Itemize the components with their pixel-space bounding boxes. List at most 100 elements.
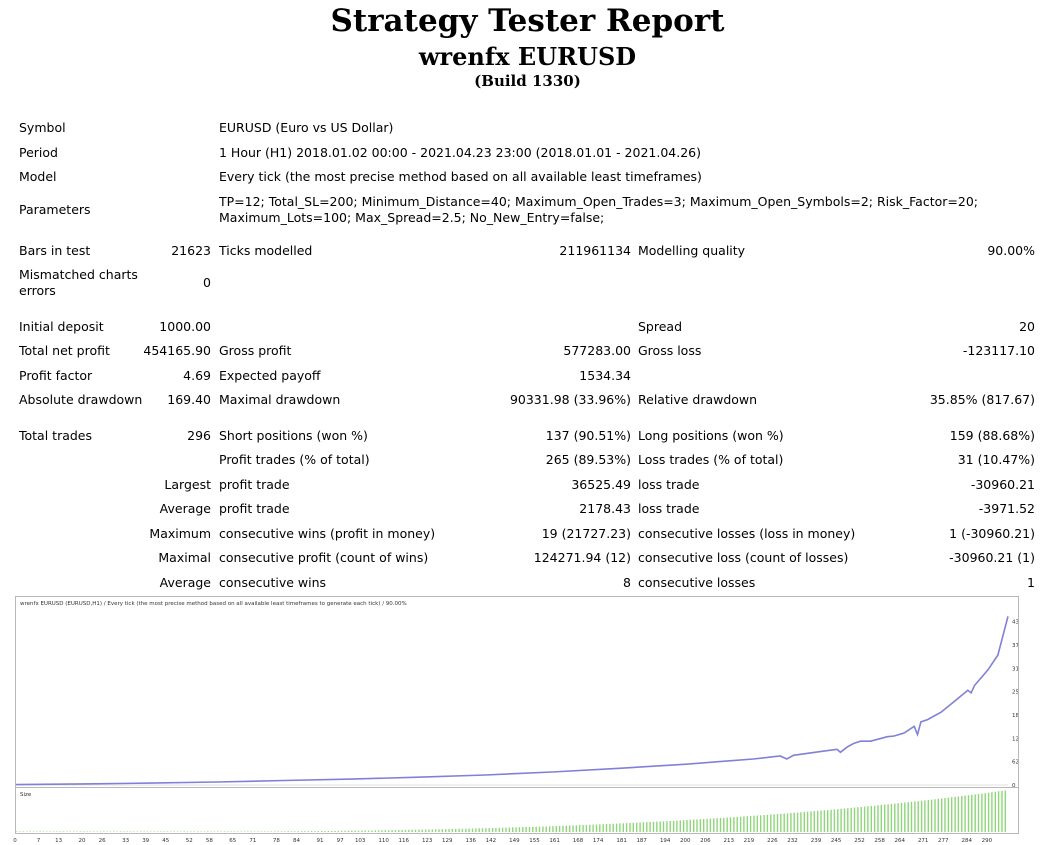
volume-bar (160, 831, 162, 832)
balance-chart: wrenfx EURUSD (EURUSD,H1) / Every tick (… (15, 596, 1033, 789)
x-tick-label: 219 (744, 838, 755, 844)
largest-label: Largest (164, 477, 211, 492)
volume-bar (119, 831, 122, 832)
report-build: (Build 1330) (474, 72, 581, 90)
volume-bar (833, 809, 836, 832)
volume-bar (73, 831, 75, 832)
short-positions-label: Short positions (won %) (219, 428, 368, 443)
x-tick-label: 258 (874, 838, 885, 844)
volume-bar (133, 831, 135, 832)
volume-bar (525, 827, 527, 832)
volume-bar (357, 830, 360, 832)
volume-bar (753, 815, 755, 832)
volume-bar (123, 831, 125, 832)
volume-bar (857, 807, 859, 832)
volume-bar (870, 805, 872, 832)
volume-bar (431, 829, 433, 832)
volume-bar (49, 831, 51, 832)
y-tick-label: 62818 (1012, 760, 1018, 766)
volume-bar (686, 820, 688, 832)
volume-bar (642, 822, 645, 832)
loss-trades-value: 31 (10.47%) (957, 452, 1035, 467)
volume-bar (448, 829, 450, 832)
largest-loss-label: loss trade (638, 477, 700, 492)
volume-bar (632, 822, 634, 832)
volume-bar (609, 823, 611, 832)
volume-bar (304, 831, 306, 832)
volume-bar (615, 823, 618, 832)
y-tick-label: 251273 (1012, 690, 1018, 696)
volume-bar (910, 801, 913, 832)
volume-bar (977, 794, 980, 832)
volume-bar (900, 802, 903, 832)
volume-bar (253, 831, 256, 832)
volume-bar (579, 825, 581, 832)
volume-bar (481, 828, 484, 832)
y-tick-label: 0 (1012, 783, 1016, 787)
volume-bar (589, 824, 591, 832)
volume-bar (532, 826, 534, 832)
volume-bar (260, 831, 262, 832)
x-tick-label: 245 (831, 838, 842, 844)
period-value: 1 Hour (H1) 2018.01.02 00:00 - 2021.04.2… (219, 145, 702, 160)
expected-payoff-value: 1534.34 (579, 368, 631, 383)
average-consecutive-wins-label: consecutive wins (219, 575, 327, 590)
average-label: Average (159, 501, 211, 516)
bars-value: 21623 (171, 243, 211, 258)
volume-bar (605, 824, 608, 832)
volume-bar (827, 810, 829, 832)
x-tick-label: 45 (162, 838, 169, 844)
volume-bar (659, 821, 661, 832)
volume-bar (877, 805, 879, 832)
volume-bar (572, 825, 574, 832)
relative-drawdown-label: Relative drawdown (638, 392, 758, 407)
volume-bar (408, 829, 410, 832)
initial-deposit-value: 1000.00 (159, 319, 211, 334)
maximal-consecutive-loss-label: consecutive loss (count of losses) (638, 550, 849, 565)
volume-bar (951, 797, 953, 832)
volume-bar (277, 831, 279, 832)
volume-bar (180, 831, 182, 832)
volume-bar (917, 801, 919, 832)
volume-bar (947, 797, 950, 832)
volume-bar (491, 828, 494, 832)
volume-bar (897, 803, 899, 832)
volume-bar (920, 800, 923, 832)
volume-bar (763, 815, 765, 832)
volume-bar (666, 821, 668, 832)
volume-bar (760, 815, 762, 832)
volume-bar (200, 831, 202, 832)
x-tick-label: 239 (811, 838, 822, 844)
x-tick-label: 206 (700, 838, 711, 844)
mismatch-label-1: Mismatched charts (19, 267, 138, 282)
volume-bar (126, 831, 128, 832)
volume-bar (971, 794, 973, 832)
volume-bar (150, 831, 152, 832)
maximal-consecutive-profit-value: 124271.94 (12) (533, 550, 631, 565)
maximal-consecutive-loss-value: -30960.21 (1) (949, 550, 1035, 565)
volume-bar (498, 827, 500, 832)
volume-bar (542, 826, 544, 832)
profit-factor-label: Profit factor (19, 368, 93, 383)
volume-bar (300, 831, 303, 832)
volume-bar (69, 831, 71, 832)
volume-bar (729, 817, 732, 832)
volume-bar (850, 807, 852, 832)
volume-bar (93, 831, 95, 832)
volume-bar (233, 831, 236, 832)
volume-bar (934, 799, 936, 832)
x-tick-label: 213 (724, 838, 735, 844)
volume-bar (887, 804, 889, 832)
volume-bar (445, 829, 447, 832)
volume-bar (672, 820, 675, 832)
volume-bar (599, 824, 601, 832)
volume-bar (595, 824, 598, 832)
maximal-label: Maximal (158, 550, 211, 565)
volume-bar (696, 819, 698, 832)
x-tick-label: 26 (99, 838, 106, 844)
volume-bar (401, 830, 403, 832)
volume-label: Size (20, 792, 32, 798)
symbol-label: Symbol (19, 120, 66, 135)
ticks-value: 211961134 (559, 243, 631, 258)
volume-bar (384, 830, 386, 832)
